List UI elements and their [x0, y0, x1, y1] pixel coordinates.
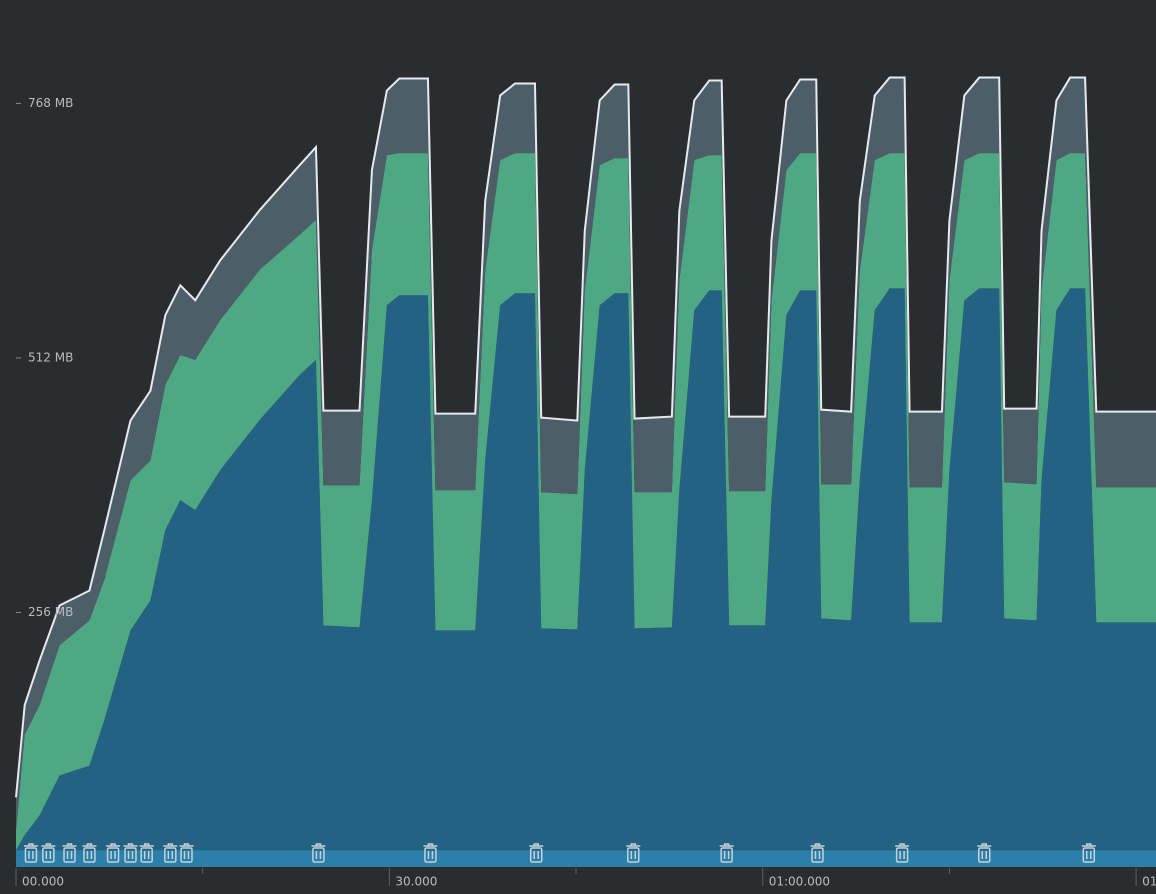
trash-body — [1082, 847, 1096, 863]
memory-area — [16, 153, 1156, 851]
x-tick-label: 00.000 — [22, 875, 64, 889]
gc-event — [163, 843, 178, 863]
trash-body — [24, 847, 38, 863]
gc-event — [123, 843, 138, 863]
gc-event — [810, 843, 825, 863]
gc-event — [895, 843, 910, 863]
trash-lines — [630, 851, 637, 859]
gc-event — [626, 843, 641, 863]
gc-event — [423, 843, 438, 863]
trash-body — [63, 847, 76, 863]
trash-lid — [163, 843, 178, 847]
gc-event — [106, 843, 121, 863]
y-tick-label: 768 MB — [28, 96, 73, 110]
trash-lines — [45, 851, 52, 859]
gc-event — [977, 843, 992, 863]
trash-lines — [723, 851, 730, 859]
trash-lid — [123, 843, 138, 847]
trash-lid — [977, 843, 992, 847]
trash-body — [978, 847, 991, 863]
trash-lid — [139, 843, 154, 847]
trash-body — [529, 847, 543, 863]
trash-lines — [533, 851, 539, 859]
trash-lines — [28, 851, 34, 859]
time-axis — [0, 867, 1156, 894]
trash-body — [124, 847, 137, 863]
trash-lid — [82, 843, 97, 847]
trash-lid — [719, 843, 734, 847]
gc-event — [179, 843, 194, 863]
trash-lines — [127, 851, 134, 859]
trash-lid — [41, 843, 56, 847]
trash-lid — [810, 843, 825, 847]
trash-body — [180, 847, 193, 863]
trash-body — [42, 847, 55, 863]
gc-event — [41, 843, 56, 863]
trash-body — [811, 847, 824, 863]
x-tick-label: 30.000 — [395, 875, 437, 889]
trash-body — [627, 847, 640, 863]
trash-lid — [106, 843, 121, 847]
trash-body — [83, 847, 96, 863]
trash-lines — [110, 851, 116, 859]
trash-lines — [1086, 851, 1092, 859]
trash-lines — [143, 851, 150, 859]
trash-body — [720, 847, 733, 863]
gc-event — [62, 843, 77, 863]
x-tick-label: 01:00.000 — [769, 875, 830, 889]
memory-area — [16, 288, 1156, 851]
trash-body — [424, 847, 437, 863]
gc-event — [311, 843, 326, 863]
gc-event — [139, 843, 154, 863]
trash-lid — [179, 843, 194, 847]
trash-lid — [1081, 843, 1096, 847]
trash-lid — [62, 843, 77, 847]
trash-lid — [23, 843, 38, 847]
trash-body — [164, 847, 177, 863]
trash-lid — [529, 843, 544, 847]
memory-area — [16, 850, 1156, 867]
trash-body — [895, 847, 909, 863]
gc-event — [23, 843, 38, 863]
y-tick-label: 512 MB — [28, 350, 73, 364]
trash-lines — [66, 851, 73, 859]
trash-lines — [814, 851, 821, 859]
trash-body — [106, 847, 120, 863]
gc-event — [529, 843, 544, 863]
trash-lines — [899, 851, 905, 859]
trash-lines — [86, 851, 93, 859]
trash-lines — [427, 851, 434, 859]
gc-event — [719, 843, 734, 863]
y-tick-label: 256 MB — [28, 605, 73, 619]
trash-lid — [626, 843, 641, 847]
trash-lid — [423, 843, 438, 847]
trash-lines — [981, 851, 988, 859]
trash-lines — [167, 851, 174, 859]
trash-lines — [315, 851, 322, 859]
total-outline — [15, 76, 1156, 798]
trash-lid — [311, 843, 326, 847]
gc-event — [1081, 843, 1096, 863]
trash-lid — [895, 843, 910, 847]
trash-body — [140, 847, 153, 863]
x-tick-label: 01:30.000 — [1142, 875, 1156, 889]
trash-body — [312, 847, 325, 863]
trash-lines — [183, 851, 190, 859]
gc-event — [82, 843, 97, 863]
